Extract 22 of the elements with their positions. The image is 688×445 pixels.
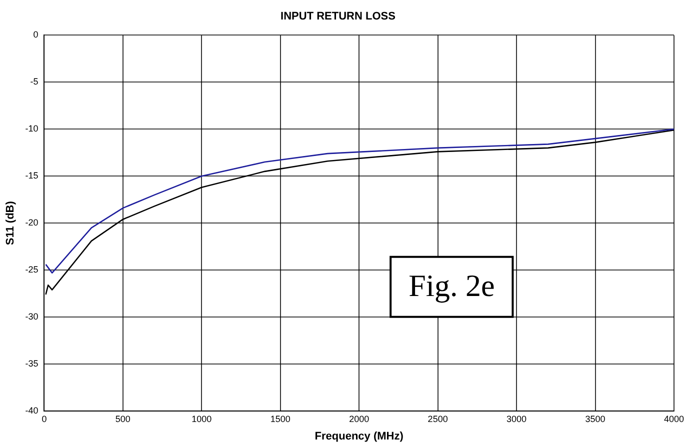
y-tick-label: -40: [25, 405, 38, 416]
y-tick-label: -10: [25, 124, 38, 134]
annotation: Fig. 2e: [408, 268, 495, 304]
x-tick-label: 1000: [192, 414, 212, 424]
x-tick-label: 500: [115, 414, 130, 424]
x-tick-label: 2000: [349, 414, 370, 424]
y-tick-label: 0: [33, 30, 38, 40]
x-tick-label: 2500: [428, 414, 448, 424]
y-tick-label: -15: [25, 170, 38, 181]
y-tick-label: -35: [25, 358, 38, 369]
y-tick-label: -20: [25, 218, 38, 228]
x-tick-label: 3000: [506, 414, 527, 424]
x-tick-label: 4000: [664, 414, 684, 424]
y-tick-label: -25: [25, 264, 38, 275]
x-tick-label: 1500: [270, 414, 290, 424]
y-tick-label: -5: [30, 76, 38, 87]
x-tick-label: 0: [42, 414, 47, 424]
y-axis-title: S11 (dB): [4, 200, 17, 246]
x-tick-label: 3500: [585, 414, 606, 424]
y-tick-label: -30: [25, 312, 38, 322]
x-axis-title: Frequency (MHz): [314, 430, 404, 442]
chart-title: INPUT RETURN LOSS: [280, 10, 396, 23]
